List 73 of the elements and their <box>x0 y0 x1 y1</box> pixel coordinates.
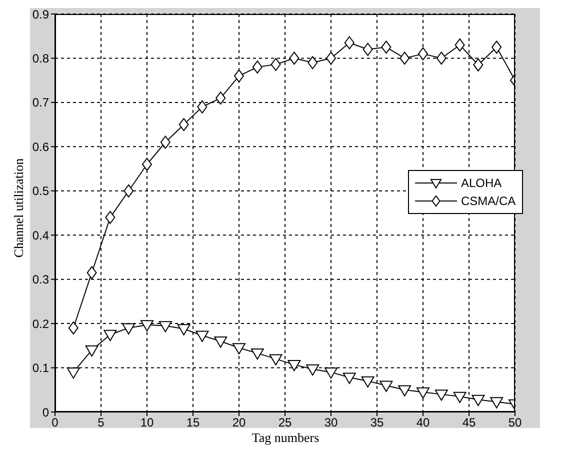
point <box>324 368 338 379</box>
y-axis-title: Channel utilization <box>11 158 27 258</box>
point <box>177 324 190 336</box>
x-tick-label: 45 <box>462 416 476 430</box>
point <box>250 348 264 360</box>
point <box>197 100 208 114</box>
point <box>288 360 301 372</box>
point <box>398 385 412 396</box>
x-axis-title: Tag numbers <box>250 430 320 446</box>
point <box>289 52 300 65</box>
point <box>473 58 484 72</box>
x-tick-label: 0 <box>52 416 59 430</box>
point <box>492 40 502 54</box>
legend-label: CSMA/CA <box>461 194 516 208</box>
point <box>232 343 246 354</box>
point <box>308 56 318 70</box>
legend-label: ALOHA <box>461 176 502 190</box>
y-tick-label: 0.3 <box>32 272 50 287</box>
point <box>490 397 504 408</box>
point <box>214 336 228 348</box>
y-tick-label: 0.4 <box>32 228 50 242</box>
x-tick-label: 50 <box>508 416 522 430</box>
point <box>142 158 152 171</box>
x-tick-label: 20 <box>232 416 246 430</box>
point <box>400 52 410 65</box>
point <box>140 320 154 332</box>
point <box>380 380 393 392</box>
point <box>252 60 262 74</box>
point <box>85 345 98 357</box>
y-tick-label: 0.1 <box>32 361 50 376</box>
y-tick-label: 0.7 <box>32 96 50 110</box>
x-tick-label: 5 <box>98 416 105 430</box>
point <box>436 52 446 65</box>
point <box>416 387 430 399</box>
point <box>158 321 172 332</box>
point <box>124 184 134 198</box>
point <box>68 321 78 334</box>
point <box>434 390 448 401</box>
point <box>86 266 97 280</box>
x-tick-label: 25 <box>278 416 292 430</box>
point <box>66 368 80 379</box>
y-tick-label: 0.5 <box>32 184 50 198</box>
y-tick-label: 0.9 <box>32 7 50 22</box>
point <box>326 52 336 65</box>
y-tick-label: 0 <box>42 405 50 420</box>
point <box>344 36 354 50</box>
point <box>160 136 170 149</box>
point <box>381 40 392 54</box>
point <box>178 118 189 132</box>
point <box>234 69 244 82</box>
point <box>105 210 116 224</box>
y-tick-label: 0.8 <box>32 51 50 66</box>
point <box>104 330 117 342</box>
y-tick-label: 0.6 <box>32 140 50 154</box>
point <box>454 38 465 52</box>
x-tick-label: 35 <box>370 416 384 430</box>
y-tick-label: 0.2 <box>32 316 50 331</box>
point <box>342 372 356 384</box>
x-tick-label: 10 <box>140 416 154 430</box>
point <box>306 364 320 376</box>
point <box>361 376 374 388</box>
point <box>362 42 373 56</box>
point <box>216 92 226 105</box>
point <box>418 47 428 60</box>
point <box>269 354 282 366</box>
point <box>270 58 281 71</box>
x-tick-label: 40 <box>416 416 430 430</box>
point <box>196 330 209 342</box>
x-tick-label: 15 <box>186 416 200 430</box>
point <box>472 394 485 406</box>
point <box>122 323 136 334</box>
point <box>453 392 466 404</box>
x-tick-label: 30 <box>324 416 338 430</box>
